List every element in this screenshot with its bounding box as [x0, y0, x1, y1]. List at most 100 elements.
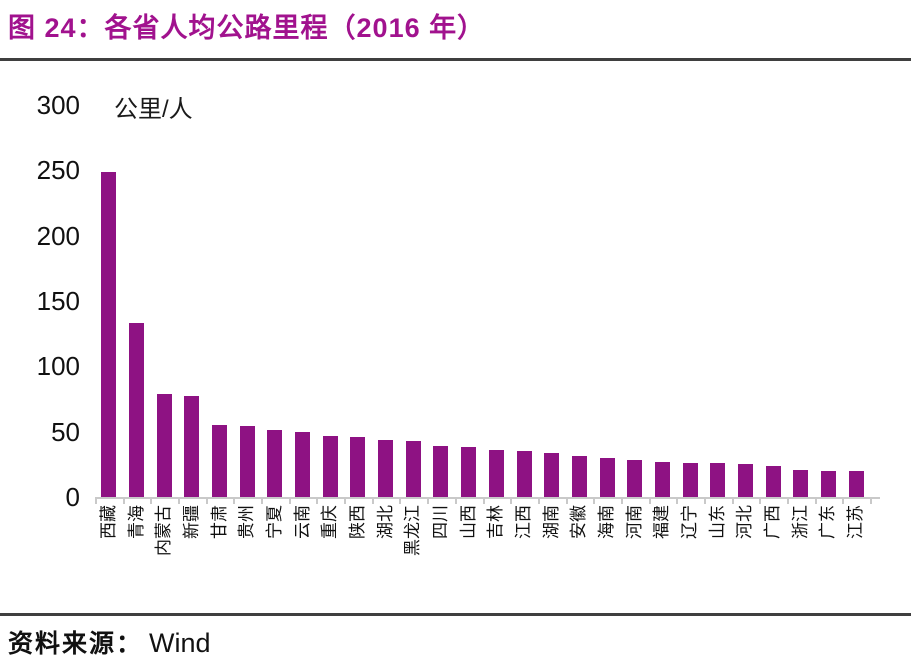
- bar-黑龙江: [405, 440, 421, 497]
- x-axis-label: 青海: [126, 505, 146, 539]
- x-axis-tickmark: [565, 497, 568, 504]
- bar-内蒙古: [156, 393, 172, 497]
- x-axis-label: 辽宁: [680, 505, 700, 539]
- y-axis-tick-label: 0: [65, 482, 80, 512]
- x-axis-tickmark: [731, 497, 734, 504]
- x-axis-tickmark: [814, 497, 817, 504]
- source-name: Wind: [149, 628, 211, 658]
- bar-江苏: [848, 470, 864, 497]
- header-divider: [0, 58, 911, 61]
- footer-divider: [0, 613, 911, 616]
- x-axis-tickmark: [454, 497, 457, 504]
- x-axis-label: 浙江: [790, 505, 810, 539]
- x-axis-tickmark: [150, 497, 153, 504]
- bar-云南: [295, 431, 311, 497]
- x-axis-label: 新疆: [181, 505, 201, 539]
- x-axis-label: 广东: [818, 505, 838, 539]
- x-axis-tickmark: [344, 497, 347, 504]
- x-axis-tickmark: [399, 497, 402, 504]
- bar-贵州: [239, 426, 255, 497]
- bar-广西: [765, 465, 781, 497]
- y-axis-tick-label: 150: [36, 286, 80, 316]
- bar-湖北: [378, 439, 394, 497]
- x-axis-tickmark: [703, 497, 706, 504]
- x-axis-tickmark: [510, 497, 513, 504]
- y-axis-tick-label: 300: [36, 90, 80, 120]
- x-axis-label: 山西: [458, 505, 478, 539]
- bar-山西: [461, 447, 477, 497]
- y-axis-unit-label: 公里/人: [114, 96, 193, 123]
- x-axis-tickmark: [178, 497, 181, 504]
- figure-title: 图 24：各省人均公路里程（2016 年）: [8, 13, 486, 43]
- x-axis-label: 安徽: [569, 505, 589, 539]
- bar-广东: [820, 470, 836, 497]
- x-axis-label: 重庆: [320, 505, 340, 539]
- x-axis-line: [95, 497, 880, 499]
- bar-西藏: [101, 171, 117, 497]
- x-axis-label: 江苏: [846, 505, 866, 539]
- bar-浙江: [793, 469, 809, 497]
- x-axis-tickmark: [676, 497, 679, 504]
- x-axis-label: 云南: [292, 505, 312, 539]
- x-axis-label: 宁夏: [264, 505, 284, 539]
- x-axis-label: 河南: [624, 505, 644, 539]
- bar-chart: 公里/人 0 50 100 150 200 250 300 西藏 青海 内蒙古 新疆 甘肃 贵州 宁夏云…: [0, 62, 911, 610]
- x-axis-label: 贵州: [237, 505, 257, 539]
- x-axis-tickmark: [842, 497, 845, 504]
- x-axis-label: 湖南: [541, 505, 561, 539]
- x-axis-tickmark: [205, 497, 208, 504]
- figure-header: 图 24：各省人均公路里程（2016 年）: [8, 6, 903, 50]
- bar-安徽: [571, 456, 587, 497]
- x-axis-label: 山东: [707, 505, 727, 539]
- x-axis-tickmark: [870, 497, 872, 504]
- x-axis-tickmark: [288, 497, 291, 504]
- bar-陕西: [350, 436, 366, 497]
- y-axis-tick-label: 50: [51, 416, 80, 447]
- x-axis-label: 江西: [514, 505, 534, 539]
- x-axis-tickmark: [122, 497, 125, 504]
- x-axis-label: 吉林: [486, 505, 506, 539]
- bar-吉林: [488, 449, 504, 497]
- x-axis-tickmark: [620, 497, 623, 504]
- x-axis-tickmark: [786, 497, 789, 504]
- x-axis-label: 陕西: [347, 505, 367, 539]
- x-axis-tickmark: [537, 497, 540, 504]
- bar-新疆: [184, 396, 200, 497]
- x-axis-label: 黑龙江: [403, 505, 423, 556]
- bar-湖南: [544, 452, 560, 497]
- x-axis-tickmark: [759, 497, 762, 504]
- x-axis-tickmark: [233, 497, 236, 504]
- x-axis-tickmark: [371, 497, 374, 504]
- source-label: 资料来源：: [8, 631, 144, 658]
- x-axis-label: 内蒙古: [154, 505, 174, 556]
- bar-宁夏: [267, 430, 283, 497]
- bar-海南: [599, 457, 615, 497]
- y-axis-tick-label: 100: [36, 351, 80, 382]
- bar-四川: [433, 446, 449, 497]
- x-axis-tickmark: [316, 497, 319, 504]
- bar-青海: [129, 323, 145, 497]
- x-axis-tickmark: [95, 497, 97, 504]
- y-axis-tick-label: 200: [36, 220, 80, 251]
- x-axis-label: 湖北: [375, 505, 395, 539]
- x-axis-tickmark: [482, 497, 485, 504]
- bar-甘肃: [212, 425, 228, 497]
- bar-河南: [627, 460, 643, 497]
- bar-山东: [710, 463, 726, 497]
- x-axis-label: 广西: [763, 505, 783, 539]
- y-axis-tick-label: 250: [36, 155, 80, 186]
- source-row: 资料来源： Wind: [8, 624, 903, 664]
- x-axis-label: 福建: [652, 505, 672, 539]
- x-axis-label: 海南: [597, 505, 617, 539]
- x-axis-tickmark: [593, 497, 596, 504]
- bar-福建: [654, 461, 670, 497]
- x-axis-tickmark: [261, 497, 264, 504]
- x-axis-label: 四川: [430, 505, 450, 539]
- x-axis-label: 西藏: [98, 505, 118, 539]
- bar-河北: [737, 464, 753, 497]
- x-axis-tickmark: [427, 497, 430, 504]
- bar-江西: [516, 451, 532, 497]
- x-axis-tickmark: [648, 497, 651, 504]
- bar-重庆: [322, 435, 338, 497]
